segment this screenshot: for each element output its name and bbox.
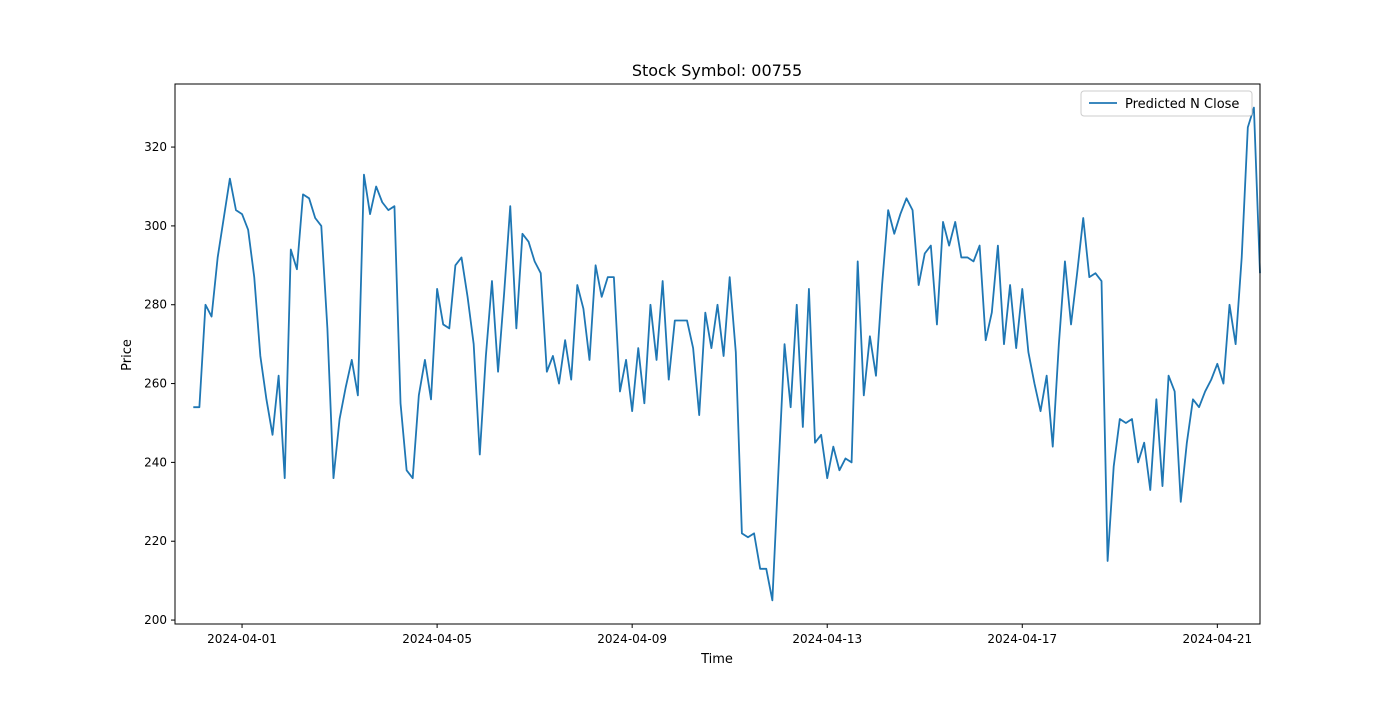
x-tick-label: 2024-04-01 (207, 632, 277, 646)
legend-label: Predicted N Close (1125, 97, 1239, 112)
x-tick-label: 2024-04-09 (597, 632, 667, 646)
y-tick-label: 240 (144, 455, 167, 469)
legend: Predicted N Close (1080, 90, 1253, 117)
x-tick-label: 2024-04-13 (792, 632, 862, 646)
x-axis-label: Time (700, 652, 733, 667)
y-tick-label: 300 (144, 219, 167, 233)
y-tick-label: 280 (144, 298, 167, 312)
x-tick-label: 2024-04-17 (987, 632, 1057, 646)
y-tick-label: 220 (144, 534, 167, 548)
axes-frame (174, 83, 1261, 625)
x-tick-label: 2024-04-21 (1182, 632, 1252, 646)
legend-box (1080, 90, 1253, 117)
y-tick-label: 260 (144, 377, 167, 391)
y-tick-label: 200 (144, 613, 167, 627)
y-axis-label: Price (120, 339, 135, 371)
y-tick-label: 320 (144, 140, 167, 154)
series-line-0 (193, 106, 1261, 602)
plot-area: 2024-04-01 2024-04-05 2024-04-09 2024-04-13… (144, 83, 1261, 646)
x-tick-label: 2024-04-05 (402, 632, 472, 646)
chart-title: Stock Symbol: 00755 (632, 61, 802, 80)
